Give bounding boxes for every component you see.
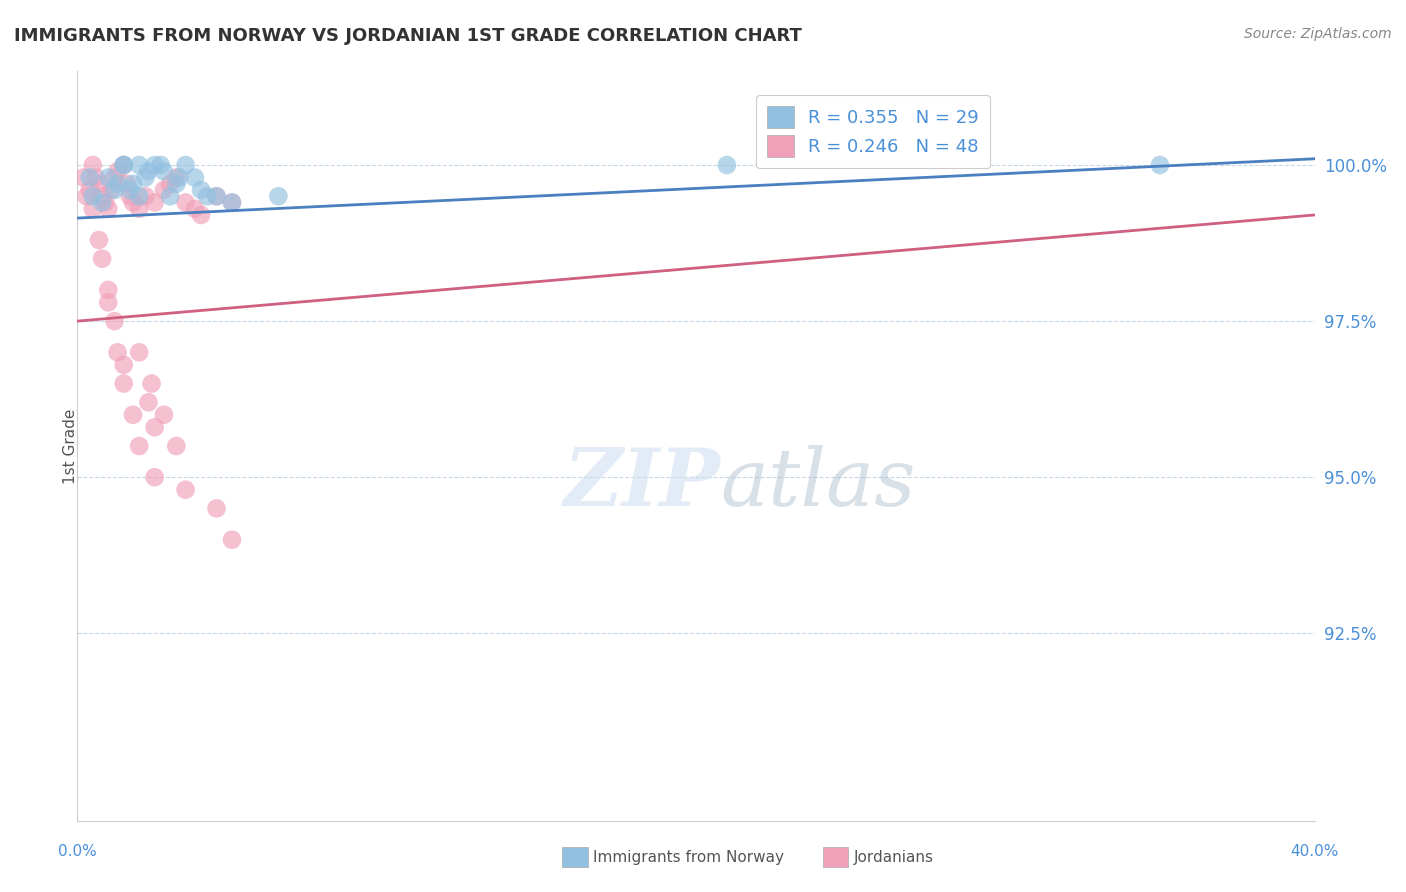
Point <box>716 158 738 172</box>
Point <box>97 295 120 310</box>
Point <box>205 501 228 516</box>
Point <box>143 195 166 210</box>
Y-axis label: 1st Grade: 1st Grade <box>63 409 77 483</box>
Point <box>1149 158 1171 172</box>
Point <box>112 158 135 172</box>
Point <box>97 283 120 297</box>
Legend: R = 0.355   N = 29, R = 0.246   N = 48: R = 0.355 N = 29, R = 0.246 N = 48 <box>756 95 990 169</box>
Point <box>107 164 129 178</box>
Point <box>149 158 172 172</box>
Point <box>190 183 212 197</box>
Point <box>141 376 163 391</box>
Point <box>112 158 135 172</box>
Point <box>169 170 191 185</box>
Text: Jordanians: Jordanians <box>853 850 934 864</box>
Point <box>128 189 150 203</box>
Point <box>82 202 104 216</box>
Point <box>82 189 104 203</box>
Point <box>165 439 187 453</box>
Point <box>122 408 145 422</box>
Point <box>159 177 181 191</box>
Point <box>107 177 129 191</box>
Point <box>100 183 122 197</box>
Text: 0.0%: 0.0% <box>58 845 97 859</box>
Point <box>118 189 141 203</box>
Point <box>91 252 114 266</box>
Point <box>205 189 228 203</box>
Point <box>159 189 181 203</box>
Point <box>107 345 129 359</box>
Point <box>165 177 187 191</box>
Point <box>165 170 187 185</box>
Text: Source: ZipAtlas.com: Source: ZipAtlas.com <box>1244 27 1392 41</box>
Point <box>72 170 94 185</box>
Point <box>103 183 125 197</box>
Point <box>128 439 150 453</box>
Point <box>128 345 150 359</box>
Point <box>153 408 176 422</box>
Text: IMMIGRANTS FROM NORWAY VS JORDANIAN 1ST GRADE CORRELATION CHART: IMMIGRANTS FROM NORWAY VS JORDANIAN 1ST … <box>14 27 801 45</box>
Point <box>87 177 110 191</box>
Point <box>174 195 197 210</box>
Point <box>190 208 212 222</box>
Point <box>115 177 138 191</box>
Text: 40.0%: 40.0% <box>1291 845 1339 859</box>
Point <box>91 195 114 210</box>
Point <box>76 189 98 203</box>
Point <box>221 195 243 210</box>
Point <box>174 158 197 172</box>
Point <box>205 189 228 203</box>
Point <box>195 189 218 203</box>
Text: ZIP: ZIP <box>564 445 721 522</box>
Text: Immigrants from Norway: Immigrants from Norway <box>593 850 785 864</box>
Point <box>143 158 166 172</box>
Point <box>184 202 207 216</box>
Point <box>122 195 145 210</box>
Point <box>103 314 125 328</box>
Point <box>128 158 150 172</box>
Point <box>153 164 176 178</box>
Text: atlas: atlas <box>721 445 917 522</box>
Point <box>138 164 160 178</box>
Point <box>184 170 207 185</box>
Point <box>174 483 197 497</box>
Point <box>143 420 166 434</box>
Point <box>153 183 176 197</box>
Point <box>221 195 243 210</box>
Point <box>143 470 166 484</box>
Point <box>94 195 117 210</box>
Point <box>134 189 156 203</box>
Point <box>97 170 120 185</box>
Point <box>138 395 160 409</box>
Point <box>112 358 135 372</box>
Point <box>128 202 150 216</box>
Point <box>267 189 290 203</box>
Point <box>79 170 101 185</box>
Point <box>91 189 114 203</box>
Point <box>112 158 135 172</box>
Point <box>84 170 107 185</box>
Point <box>122 177 145 191</box>
Point <box>79 183 101 197</box>
Point <box>82 158 104 172</box>
Point <box>103 170 125 185</box>
Point <box>134 170 156 185</box>
Point <box>221 533 243 547</box>
Point <box>118 183 141 197</box>
Point <box>87 233 110 247</box>
Point <box>97 202 120 216</box>
Point <box>112 376 135 391</box>
